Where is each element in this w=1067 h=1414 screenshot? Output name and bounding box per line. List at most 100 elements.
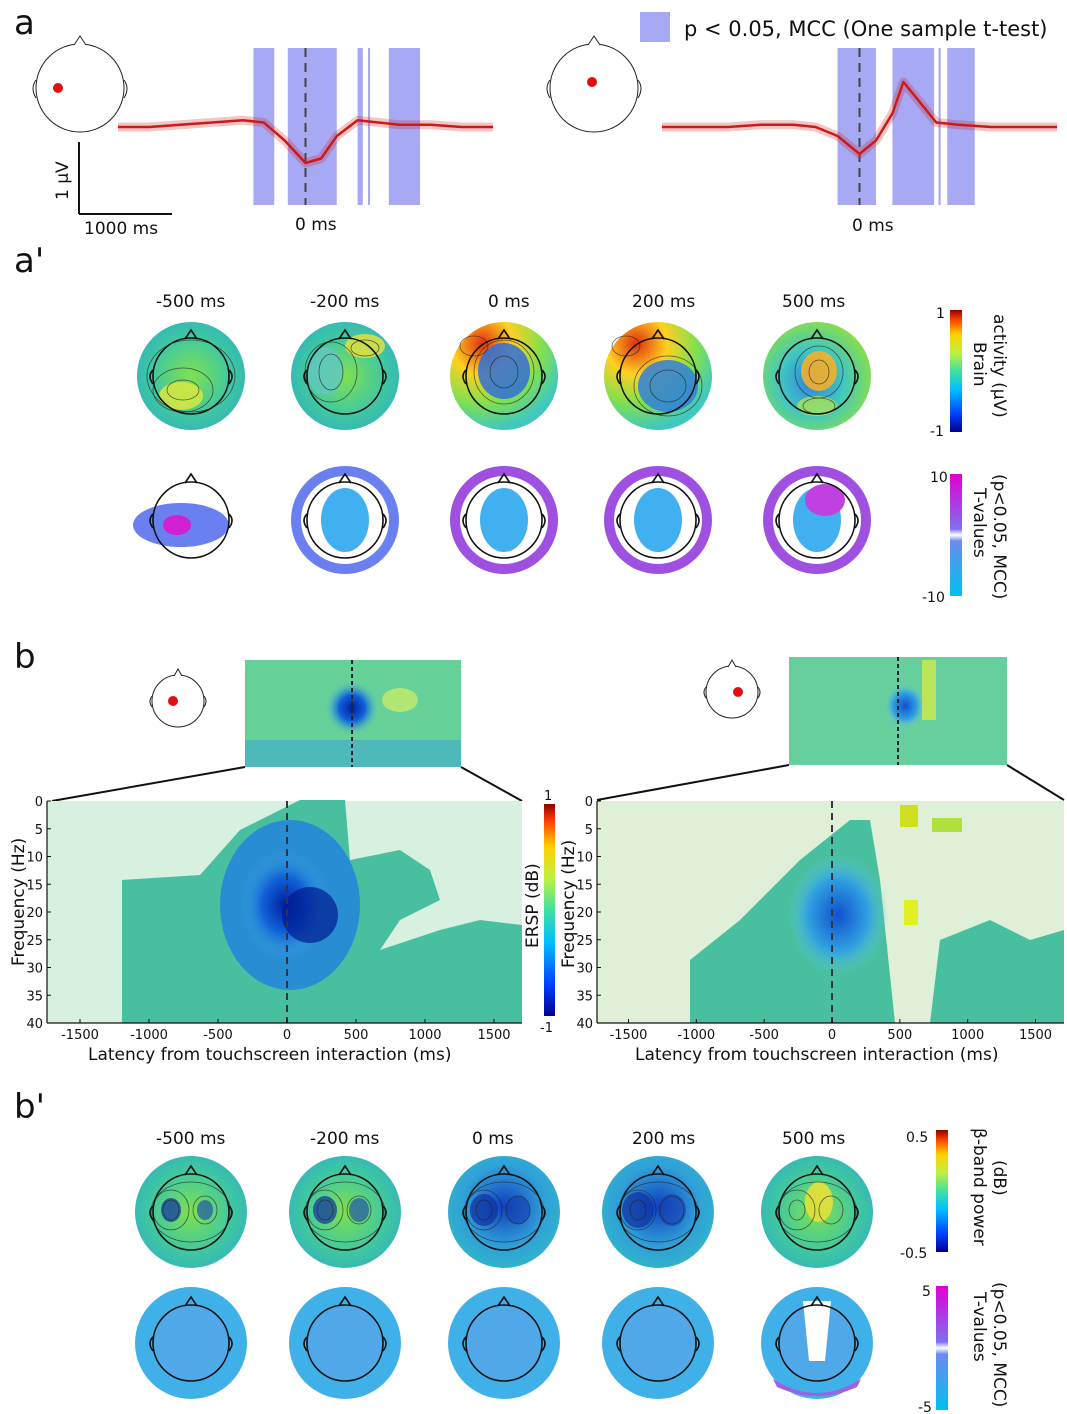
ersp-thumbnail-left <box>245 660 461 767</box>
topomap-tvalues <box>604 466 712 574</box>
ersp-ytick-label: 5 <box>585 823 593 838</box>
panel-label-a-prime: a' <box>14 241 44 281</box>
ersp-axes: -1500 -1000 -500 0 500 1000 150005101520253035… <box>26 795 1064 1043</box>
colorbar-brain-max: 1 <box>936 306 945 322</box>
ersp-ytick-label: 20 <box>576 906 593 921</box>
topomap-brain-activity <box>291 322 399 430</box>
zoom-line-right-1 <box>596 764 790 801</box>
topomap-brain-activity <box>763 322 871 430</box>
topomap-beta-power <box>135 1156 247 1268</box>
colorbar-ersp-max: 1 <box>544 789 552 804</box>
ersp-ytick-label: 25 <box>576 934 593 949</box>
significance-window <box>357 48 363 205</box>
topomap-tvalues <box>761 1287 873 1399</box>
topomap-beta-power <box>761 1156 873 1268</box>
significance-window <box>253 48 275 205</box>
colorbar-beta-label-1: β-band power <box>969 1128 989 1246</box>
ersp-ytick-label: 30 <box>26 962 43 977</box>
zero-label-left: 0 ms <box>295 215 337 235</box>
colorbar-tvalues-a: 10 -10 T-values (p<0.05, MCC) <box>922 470 1009 606</box>
colorbar-tvalues-b: 5 -5 T-values (p<0.05, MCC) <box>918 1282 1009 1414</box>
ersp-xtick-label: 1500 <box>477 1028 510 1043</box>
topomap-brain-activity <box>137 322 245 430</box>
head-outline <box>462 1164 546 1251</box>
legend-swatch <box>640 12 670 42</box>
scale-bar: 1 µV 1000 ms <box>53 142 172 239</box>
ersp-ytick-label: 40 <box>26 1017 43 1032</box>
colorbar-beta-label-2: (dB) <box>989 1160 1009 1196</box>
head-outline <box>616 328 700 415</box>
colorbar-ersp-min: -1 <box>540 1021 553 1036</box>
significance-window <box>368 48 371 205</box>
head-outline <box>775 1164 859 1251</box>
panel-label-a: a <box>14 3 35 43</box>
colorbar-tvalues-a-min: -10 <box>922 590 945 606</box>
colorbar-beta: 0.5 -0.5 β-band power (dB) <box>900 1128 1009 1262</box>
significance-window <box>837 48 876 205</box>
head-outline <box>303 1164 387 1251</box>
head-outline <box>775 472 859 559</box>
head-outline <box>303 328 387 415</box>
timepoint-label-b-5: 500 ms <box>782 1129 845 1149</box>
topomap-row-tvalues-a <box>133 466 871 574</box>
ersp-xtick-label: -1500 <box>610 1028 648 1043</box>
ersp-ytick-label: 35 <box>576 989 593 1004</box>
erp-series-line <box>662 80 1057 156</box>
significance-window <box>938 48 941 205</box>
ersp-ytick-label: 25 <box>26 934 43 949</box>
timepoint-label-a-3: 0 ms <box>488 292 530 312</box>
colorbar-ersp-label: ERSP (dB) <box>523 863 543 948</box>
head-outline <box>149 328 233 415</box>
colorbar-tvalues-a-max: 10 <box>930 470 948 486</box>
head-icon-b-right <box>703 658 761 719</box>
colorbar-beta-min: -0.5 <box>900 1246 927 1262</box>
timepoint-label-b-2: -200 ms <box>310 1129 380 1149</box>
head-outline <box>462 1295 546 1382</box>
head-outline <box>303 472 387 559</box>
ersp-xtick-label: 1000 <box>951 1028 984 1043</box>
ersp-ytick-label: 10 <box>576 851 593 866</box>
topomap-tvalues <box>448 1287 560 1399</box>
zoom-line-right-2 <box>1006 764 1065 801</box>
colorbar-tvalues-b-min: -5 <box>918 1400 932 1414</box>
significance-window <box>388 48 421 205</box>
ersp-right-xlabel: Latency from touchscreen interaction (ms… <box>635 1045 998 1065</box>
head-outline <box>149 472 233 559</box>
ersp-xtick-label: 1000 <box>408 1028 441 1043</box>
topomap-row-brain-activity <box>137 322 871 430</box>
topomap-tvalues <box>450 466 558 574</box>
topomap-tvalues <box>763 466 871 574</box>
zoom-line-left-1 <box>51 766 246 802</box>
timepoint-label-a-4: 200 ms <box>632 292 695 312</box>
ersp-ytick-label: 30 <box>576 962 593 977</box>
ersp-xtick-label: 1500 <box>1019 1028 1052 1043</box>
ersp-right-ylabel: Frequency (Hz) <box>559 840 579 968</box>
topomap-beta-power <box>289 1156 401 1268</box>
timepoint-label-b-3: 0 ms <box>472 1129 514 1149</box>
topomap-row-beta-power <box>135 1156 873 1268</box>
ersp-left-ylabel: Frequency (Hz) <box>9 838 29 966</box>
zero-label-right: 0 ms <box>852 216 894 236</box>
timepoint-label-b-1: -500 ms <box>156 1129 226 1149</box>
colorbar-tvalues-a-label-2: (p<0.05, MCC) <box>989 474 1009 599</box>
colorbar-tvalues-b-label-2: (p<0.05, MCC) <box>989 1282 1009 1407</box>
head-icon-b-left <box>149 667 207 728</box>
ersp-ytick-label: 5 <box>35 823 43 838</box>
ersp-xtick-label: -1500 <box>61 1028 99 1043</box>
ersp-ytick-label: 40 <box>576 1017 593 1032</box>
ersp-xtick-label: -1000 <box>677 1028 715 1043</box>
ersp-xtick-label: 500 <box>344 1028 369 1043</box>
ersp-xtick-label: 500 <box>887 1028 912 1043</box>
erp-series-line <box>118 119 493 165</box>
ersp-xtick-label: -1000 <box>130 1028 168 1043</box>
ersp-ytick-label: 15 <box>26 878 43 893</box>
ersp-ytick-label: 20 <box>26 906 43 921</box>
timepoint-label-a-2: -200 ms <box>310 292 380 312</box>
timepoint-label-a-1: -500 ms <box>156 292 226 312</box>
timepoint-label-a-5: 500 ms <box>782 292 845 312</box>
panel-label-b: b <box>14 637 36 677</box>
scale-bar-x-label: 1000 ms <box>84 219 158 239</box>
ersp-xtick-label: -500 <box>203 1028 233 1043</box>
colorbar-brain-label-2: activity (µV) <box>989 314 1009 418</box>
